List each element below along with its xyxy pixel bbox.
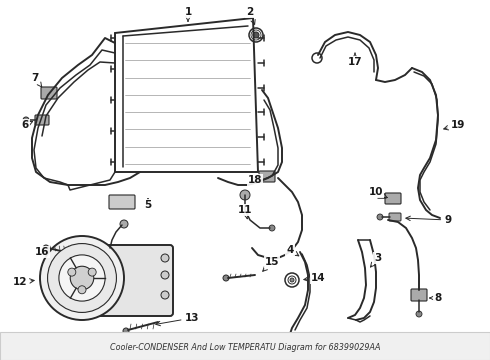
- Circle shape: [68, 268, 76, 276]
- FancyBboxPatch shape: [41, 87, 57, 99]
- Text: 1: 1: [184, 7, 192, 21]
- Text: 11: 11: [238, 205, 252, 219]
- FancyBboxPatch shape: [385, 193, 401, 204]
- Text: 6: 6: [22, 120, 33, 130]
- Circle shape: [223, 275, 229, 281]
- Circle shape: [48, 244, 117, 312]
- Circle shape: [161, 291, 169, 299]
- Text: 9: 9: [406, 215, 452, 225]
- Text: 17: 17: [348, 53, 362, 67]
- Circle shape: [88, 268, 96, 276]
- Text: 2: 2: [246, 7, 255, 24]
- Text: 13: 13: [156, 313, 199, 326]
- Circle shape: [40, 236, 124, 320]
- FancyBboxPatch shape: [389, 213, 401, 221]
- Text: 12: 12: [13, 277, 34, 287]
- Circle shape: [290, 278, 294, 282]
- Text: 4: 4: [286, 245, 299, 256]
- Bar: [0, 332, 490, 360]
- Text: 19: 19: [444, 120, 465, 130]
- Circle shape: [269, 225, 275, 231]
- Text: 8: 8: [430, 293, 441, 303]
- Circle shape: [59, 255, 105, 301]
- FancyBboxPatch shape: [259, 171, 275, 182]
- Circle shape: [240, 190, 250, 200]
- Text: 18: 18: [248, 175, 262, 185]
- Circle shape: [161, 271, 169, 279]
- Circle shape: [23, 117, 29, 123]
- FancyBboxPatch shape: [411, 289, 427, 301]
- Text: 5: 5: [145, 199, 151, 210]
- Circle shape: [416, 311, 422, 317]
- Text: 7: 7: [31, 73, 42, 87]
- Circle shape: [78, 286, 86, 294]
- Circle shape: [253, 32, 259, 38]
- Circle shape: [120, 220, 128, 228]
- Circle shape: [161, 254, 169, 262]
- Text: 10: 10: [369, 187, 387, 198]
- Circle shape: [377, 214, 383, 220]
- Circle shape: [123, 328, 129, 334]
- FancyBboxPatch shape: [109, 195, 135, 209]
- Text: 14: 14: [304, 273, 325, 283]
- Circle shape: [43, 245, 49, 251]
- FancyBboxPatch shape: [85, 245, 173, 316]
- Text: 16: 16: [35, 247, 49, 257]
- FancyBboxPatch shape: [35, 115, 49, 125]
- Circle shape: [70, 266, 94, 290]
- Text: 3: 3: [370, 253, 382, 267]
- Text: Cooler-CONDENSER And Low TEMPERATU Diagram for 68399029AA: Cooler-CONDENSER And Low TEMPERATU Diagr…: [110, 343, 380, 352]
- Text: 15: 15: [263, 257, 279, 271]
